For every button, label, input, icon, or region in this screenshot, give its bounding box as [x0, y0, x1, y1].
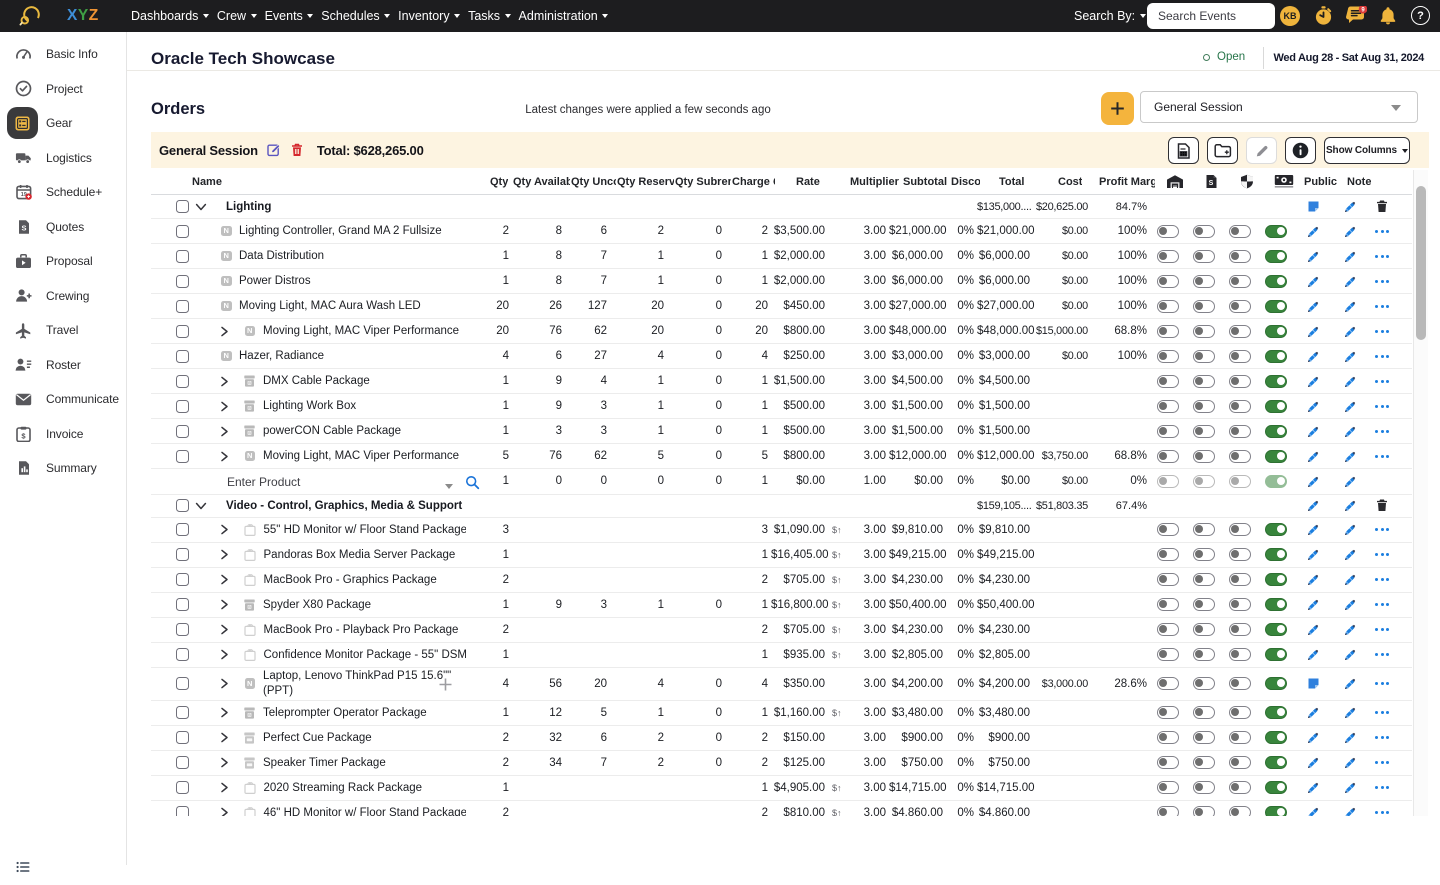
svg-text:B: B [248, 712, 251, 716]
svg-text:$: $ [21, 431, 26, 440]
svg-text:B: B [248, 381, 251, 385]
svg-text:19: 19 [20, 192, 26, 198]
svg-text:B: B [248, 604, 251, 608]
svg-text:S: S [1209, 180, 1214, 187]
svg-text:S: S [21, 223, 26, 232]
svg-text:B: B [248, 406, 251, 410]
svg-text:B: B [248, 431, 251, 435]
svg-text:9: 9 [1361, 8, 1365, 14]
